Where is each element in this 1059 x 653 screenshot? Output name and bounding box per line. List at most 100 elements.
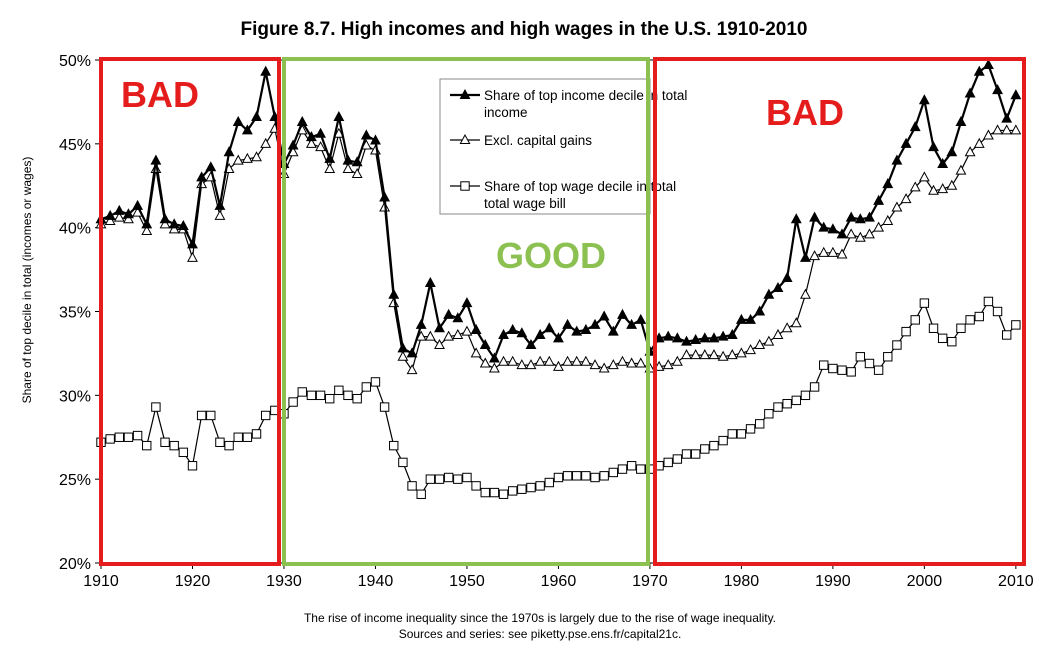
legend-label: income <box>484 105 528 120</box>
data-point <box>845 211 857 222</box>
data-point <box>928 323 939 333</box>
data-point <box>324 152 336 163</box>
data-point <box>955 164 967 175</box>
data-point <box>562 471 573 481</box>
data-point <box>909 181 921 192</box>
data-point <box>671 332 683 343</box>
data-point <box>251 151 262 162</box>
data-point <box>150 154 162 165</box>
data-point <box>735 347 747 358</box>
data-point <box>453 474 463 484</box>
x-tick-label: 1990 <box>815 573 851 590</box>
y-tick-label: 25% <box>59 472 91 489</box>
data-point <box>552 332 564 343</box>
data-point <box>343 390 353 401</box>
data-point <box>397 342 409 353</box>
x-tick-label: 1950 <box>449 573 485 590</box>
data-point <box>498 489 509 499</box>
data-point <box>754 338 766 350</box>
data-point <box>525 359 537 370</box>
data-point <box>854 213 866 224</box>
data-point <box>479 357 491 368</box>
data-point <box>241 124 253 135</box>
annotation-label-bad: BAD <box>121 74 199 115</box>
data-point <box>141 224 153 236</box>
data-point <box>132 430 143 441</box>
data-point <box>370 134 381 145</box>
data-point <box>754 305 766 316</box>
data-point <box>498 355 509 366</box>
data-point <box>1002 330 1012 340</box>
data-point <box>113 204 125 215</box>
series-layer <box>95 58 1022 499</box>
data-point <box>379 402 390 412</box>
data-point <box>763 335 775 346</box>
chart-source-note: Sources and series: see piketty.pse.ens.… <box>399 627 682 641</box>
data-point <box>471 481 481 491</box>
chart-caption: The rise of income inequality since the … <box>304 611 776 625</box>
data-point <box>351 156 363 167</box>
data-point <box>946 146 958 157</box>
data-point <box>818 221 830 232</box>
data-point <box>516 359 528 370</box>
data-point <box>983 296 994 307</box>
data-point <box>690 449 701 459</box>
data-point <box>581 471 591 481</box>
data-point <box>928 141 939 152</box>
data-point <box>973 65 985 76</box>
data-point <box>113 211 125 222</box>
data-point <box>599 471 609 481</box>
data-point <box>526 482 536 493</box>
data-point <box>955 115 967 127</box>
data-point <box>406 364 418 375</box>
data-point <box>589 359 601 370</box>
data-point <box>325 393 335 404</box>
data-point <box>260 410 271 421</box>
data-point <box>416 489 426 499</box>
data-point <box>360 129 372 140</box>
data-point <box>571 325 583 336</box>
data-point <box>900 137 912 148</box>
data-point <box>296 115 308 127</box>
data-point <box>1011 320 1021 330</box>
x-tick-label: 2010 <box>998 573 1034 590</box>
y-tick-label: 40% <box>59 221 91 238</box>
data-point <box>617 308 628 319</box>
x-tick-label: 1970 <box>632 573 668 590</box>
annotation-layer: BAD GOOD BAD <box>99 57 1026 566</box>
data-point <box>215 437 225 447</box>
annotation-box-bad <box>653 57 1026 566</box>
data-point <box>571 355 583 366</box>
legend-label: total wage bill <box>484 196 566 211</box>
data-point <box>827 223 839 234</box>
x-tick-label: 1910 <box>83 573 119 590</box>
data-point <box>799 288 811 299</box>
data-point <box>837 365 847 375</box>
data-point <box>662 359 674 370</box>
data-point <box>626 357 638 368</box>
data-point <box>424 276 436 287</box>
data-point <box>443 472 454 483</box>
data-point <box>892 340 902 350</box>
data-point <box>708 332 720 343</box>
data-point <box>901 326 911 337</box>
data-point <box>790 317 802 328</box>
data-point <box>845 228 857 239</box>
data-point <box>671 355 683 366</box>
data-point <box>873 365 884 375</box>
data-point <box>873 194 885 205</box>
data-point <box>773 402 783 412</box>
data-point <box>947 336 957 347</box>
data-point <box>123 432 134 442</box>
data-point <box>452 312 464 323</box>
data-point <box>159 213 171 224</box>
data-point <box>552 360 564 371</box>
data-point <box>177 219 189 230</box>
data-point <box>516 327 528 338</box>
data-point <box>918 94 930 105</box>
data-point <box>434 322 445 333</box>
data-point <box>992 306 1003 317</box>
data-point <box>479 338 491 350</box>
data-point <box>735 313 747 324</box>
data-point <box>974 311 984 322</box>
